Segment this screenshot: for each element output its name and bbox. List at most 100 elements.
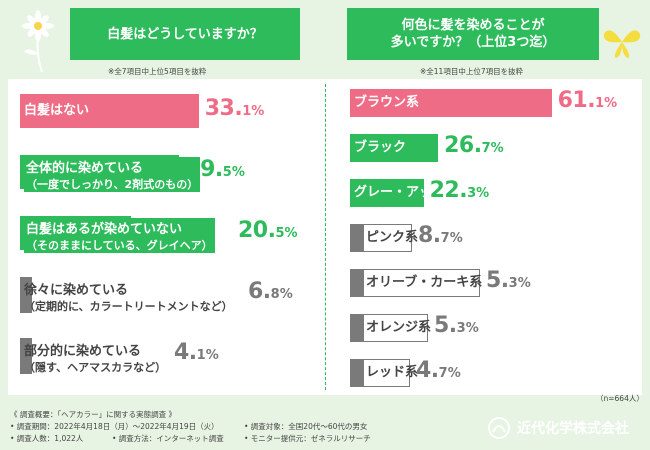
chart1-value-num-4: 5.: [486, 268, 509, 293]
chart0-label-main-4: 部分的に染めている: [24, 344, 142, 359]
chart1-label-main-6: レッド系: [366, 365, 419, 380]
chart0-value-0: 33.1%: [205, 96, 265, 121]
chart1-label-main-2: グレー・アッシュ系: [354, 185, 472, 200]
chart1-label-2: グレー・アッシュ系: [354, 185, 471, 201]
chart0-label-main-3: 徐々に染めている: [24, 283, 129, 298]
survey-summary-title: 《 調査概要：「ヘアカラー」に関する実態調査 》: [10, 410, 177, 419]
survey-method: • 調査方法：インターネット調査: [112, 434, 224, 443]
chart1-value-unit-4: %: [517, 276, 531, 291]
chart1-value-unit-3: %: [449, 231, 463, 246]
chart1-label-4: オリーブ・カーキ系: [366, 275, 482, 291]
chart0-label-1: 全体的に染めている （一度でしっかり、2剤式のもの）: [24, 157, 201, 192]
chart1-value-4: 5.3%: [486, 268, 531, 293]
chart0-label-sub-4: （隠す、ヘアマスカラなど）: [24, 361, 167, 374]
chart1-value-num-2: 22.: [429, 178, 468, 203]
chart1-value-2: 22.3%: [430, 178, 490, 203]
chart0-value-unit-1: %: [231, 165, 245, 180]
chart0-bar-4: [20, 338, 32, 374]
chart0-value-unit-3: %: [279, 287, 293, 302]
chart1-value-dec-6: 7: [438, 366, 448, 381]
chart1-bar-0: [350, 89, 552, 117]
right-question-header: 何色に髪を染めることが 多いですか？（上位3つ迄）: [347, 8, 599, 60]
chart1-value-unit-0: %: [604, 96, 618, 111]
butterfly-icon: [603, 30, 641, 58]
right-question-title-line2: 多いですか？（上位3つ迄）: [390, 35, 556, 50]
chart0-value-num-0: 33.: [204, 96, 243, 121]
chart0-value-dec-0: 1: [242, 104, 252, 119]
chart1-value-unit-2: %: [476, 186, 490, 201]
chart1-value-unit-6: %: [447, 366, 461, 381]
chart1-value-num-6: 4.: [416, 358, 439, 383]
chart0-label-main-1: 全体的に染めている: [24, 157, 201, 176]
chart1-value-dec-0: 1: [595, 96, 605, 111]
chart1-label-main-4: オリーブ・カーキ系: [366, 275, 483, 290]
chart1-label-main-5: オレンジ系: [366, 320, 432, 335]
chart0-value-dec-1: 5: [222, 165, 232, 180]
chart0-label-main-2: 白髪はあるが染めていない: [24, 218, 215, 237]
chart1-value-0: 61.1%: [558, 88, 618, 113]
chart0-value-unit-0: %: [251, 104, 265, 119]
right-note: ※全11項目中上位7項目を抜粋: [420, 67, 524, 76]
chart0-value-num-1: 29.: [185, 157, 223, 182]
chart1-label-6: レッド系: [366, 365, 418, 381]
chart0-label-sub-3: （定期的に、カラートリートメントなど）: [24, 300, 233, 313]
chart0-value-dec-2: 5: [275, 226, 285, 241]
flower-icon: [22, 10, 54, 73]
company-name: 近代化学株式会社: [517, 421, 629, 437]
chart1-value-dec-3: 7: [440, 231, 450, 246]
chart0-value-3: 6.8%: [248, 279, 293, 304]
chart1-label-5: オレンジ系: [366, 320, 431, 336]
chart0-value-num-3: 6.: [248, 279, 271, 304]
chart1-value-3: 8.7%: [418, 223, 463, 248]
chart1-label-main-0: ブラウン系: [354, 95, 420, 110]
chart1-value-unit-1: %: [490, 141, 504, 156]
chart0-value-unit-2: %: [284, 226, 298, 241]
chart1-bar-4: [350, 269, 480, 297]
chart1-label-0: ブラウン系: [354, 95, 419, 111]
chart1-bar-1: [350, 134, 439, 162]
chart1-value-num-3: 8.: [418, 223, 441, 248]
chart0-label-2: 白髪はあるが染めていない （そのままにしている、グレイヘア）: [24, 218, 215, 253]
survey-provider: • モニター提供元：ゼネラルリサーチ: [244, 434, 371, 443]
chart1-bar-5: [350, 314, 428, 342]
chart1-label-1: ブラック: [354, 140, 406, 156]
chart0-value-dec-4: 1: [196, 348, 206, 363]
chart1-value-dec-4: 3: [508, 276, 518, 291]
chart1-value-dec-5: 3: [456, 321, 466, 336]
chart0-value-unit-4: %: [205, 348, 219, 363]
chart0-value-4: 4.1%: [174, 340, 219, 365]
panel-divider: [325, 84, 326, 390]
survey-target: • 調査対象：全国20代〜60代の男女: [244, 422, 368, 431]
chart1-value-num-5: 5.: [434, 313, 457, 338]
chart1-label-3: ピンク系: [366, 230, 418, 246]
chart1-value-5: 5.3%: [434, 313, 479, 338]
chart0-bar-3: [20, 277, 32, 313]
survey-period: • 調査期間：2022年4月18日（月）〜2022年4月19日（火）: [10, 422, 219, 431]
company-logo-icon: [488, 417, 510, 439]
chart0-label-sub-2: （そのままにしている、グレイヘア）: [24, 237, 215, 253]
chart1-value-1: 26.7%: [444, 133, 504, 158]
chart0-label-0: 白髪はない: [24, 103, 89, 119]
company-logo: 近代化学株式会社: [487, 416, 629, 440]
chart0-label-3: 徐々に染めている （定期的に、カラートリートメントなど）: [24, 279, 233, 314]
chart1-value-dec-2: 3: [467, 186, 477, 201]
chart1-bar-3: [350, 224, 412, 252]
right-question-title-line1: 何色に髪を染めることが: [401, 18, 545, 33]
chart1-label-main-1: ブラック: [354, 140, 407, 155]
chart0-value-2: 20.5%: [238, 218, 298, 243]
chart0-value-dec-3: 8: [270, 287, 280, 302]
sample-size: （n=664人）: [596, 394, 644, 403]
chart1-bar-6: [350, 359, 410, 387]
chart0-label-sub-1: （一度でしっかり、2剤式のもの）: [24, 176, 201, 192]
chart1-value-num-0: 61.: [557, 88, 596, 113]
chart0-bar-0: [20, 94, 199, 128]
chart0-value-num-2: 20.: [238, 218, 276, 243]
survey-count: • 調査人数：1,022人: [10, 434, 84, 443]
chart1-bar-2: [350, 179, 424, 207]
left-question-title: 白髪はどうしていますか？: [107, 26, 263, 42]
chart1-value-dec-1: 7: [481, 141, 491, 156]
left-question-header: 白髪はどうしていますか？: [70, 8, 300, 60]
chart1-value-unit-5: %: [465, 321, 479, 336]
chart0-value-num-4: 4.: [174, 340, 197, 365]
chart1-value-num-1: 26.: [444, 133, 482, 158]
